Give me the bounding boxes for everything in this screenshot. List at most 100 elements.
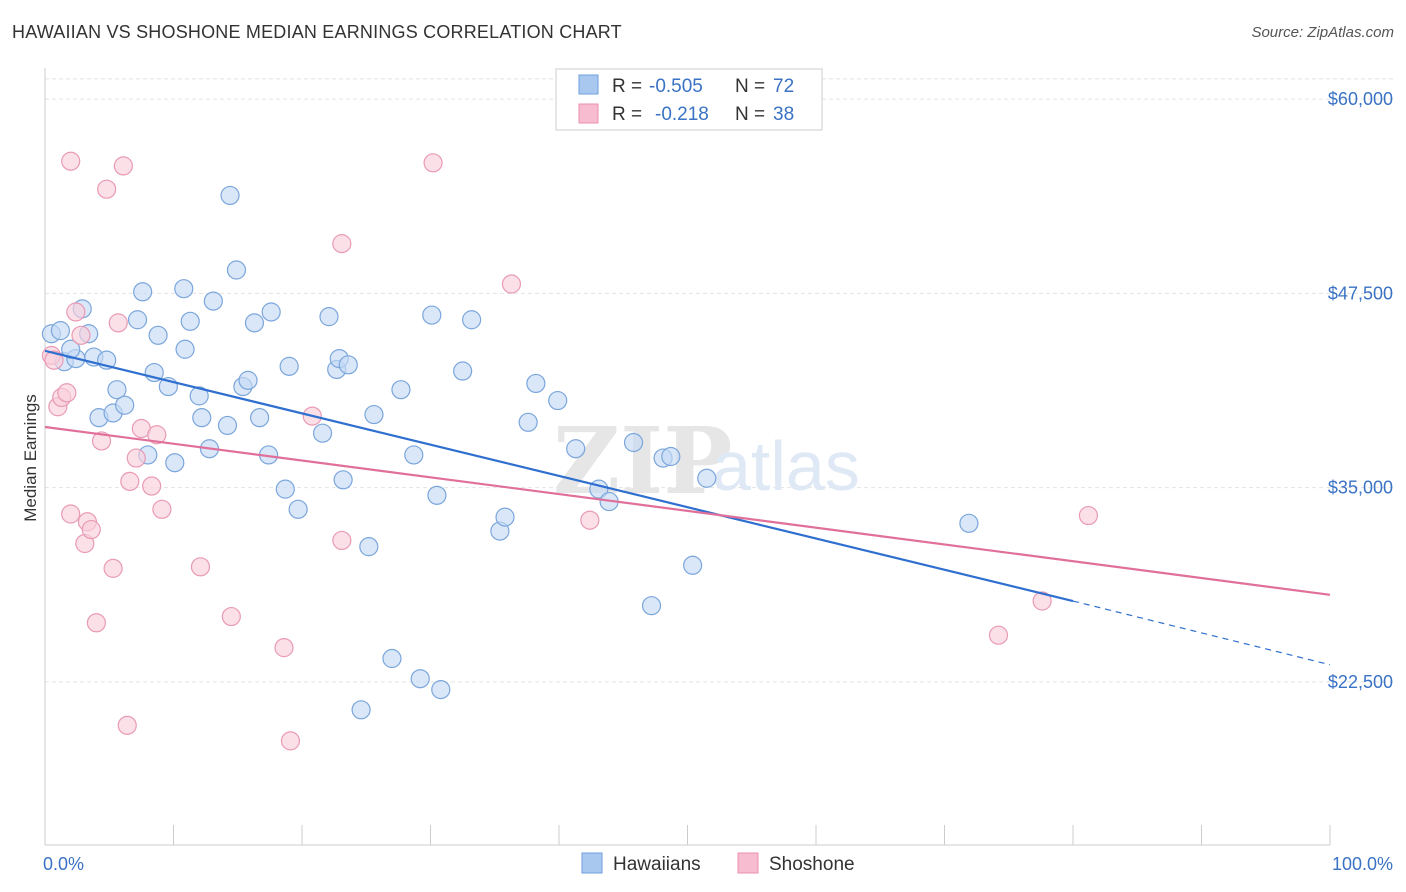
legend-swatch-shoshone [578,103,599,124]
point-shoshone [103,558,123,578]
point-hawaiians [203,291,223,311]
legend: R = -0.505 N = 72 R = -0.218 N = 38 [555,68,823,131]
point-hawaiians [548,390,568,411]
point-shoshone [190,557,211,577]
point-hawaiians [391,380,411,400]
point-shoshone [61,504,81,524]
point-hawaiians [249,408,270,428]
point-hawaiians [404,445,424,465]
point-hawaiians [462,310,482,330]
point-shoshone [142,476,162,496]
trend-line-hawaiians [44,349,1074,603]
point-hawaiians [115,395,135,415]
point-hawaiians [192,408,212,428]
point-hawaiians [623,432,644,453]
point-hawaiians [518,412,538,432]
legend-box [555,68,823,131]
series-legend: Hawaiians Shoshone [581,852,855,875]
point-hawaiians [312,423,333,443]
series-legend-label-hawaiians: Hawaiians [613,854,701,875]
point-hawaiians [364,404,384,425]
point-shoshone [423,153,443,173]
point-hawaiians [566,439,586,459]
point-shoshone [120,471,140,491]
point-shoshone [221,606,241,627]
y-axis-title: Median Earnings [21,394,40,522]
point-hawaiians [333,470,353,490]
y-tick-label: $35,000 [1328,478,1393,498]
point-shoshone [1032,591,1052,611]
point-hawaiians [422,305,442,325]
chart-title: HAWAIIAN VS SHOSHONE MEDIAN EARNINGS COR… [12,22,622,42]
point-shoshone [57,383,77,403]
y-tick-label: $22,500 [1328,672,1393,692]
point-shoshone [988,625,1009,645]
point-shoshone [71,325,91,345]
x-tick-label: 0.0% [43,854,84,874]
x-tick-label: 100.0% [1332,854,1393,874]
point-shoshone [108,313,128,333]
point-hawaiians [175,339,195,359]
point-hawaiians [382,648,402,669]
point-hawaiians [220,185,240,206]
point-hawaiians [165,453,185,473]
point-hawaiians [495,507,515,527]
point-hawaiians [697,468,717,488]
point-shoshone [280,731,301,751]
legend-r-value-shoshone: -0.218 [655,104,709,125]
point-hawaiians [133,282,153,302]
series-legend-swatch-hawaiians [581,852,603,874]
point-hawaiians [50,321,71,341]
legend-n-value-hawaiians: 72 [773,76,794,97]
point-hawaiians [683,555,703,575]
point-hawaiians [338,355,358,375]
legend-swatch-hawaiians [578,74,599,95]
point-hawaiians [127,310,148,330]
legend-r-label-hawaiians: R = [612,76,642,97]
point-hawaiians [351,700,371,720]
point-shoshone [152,499,172,519]
legend-n-label-hawaiians: N = [735,76,765,97]
data-points [41,151,1099,751]
point-hawaiians [275,479,295,499]
point-hawaiians [244,313,265,333]
point-hawaiians [288,499,308,519]
point-hawaiians [238,370,258,390]
point-hawaiians [261,302,281,322]
trend-line-shoshone [44,425,1331,596]
watermark-zip: ZIP [553,407,732,515]
point-hawaiians [641,596,662,616]
point-hawaiians [180,311,200,331]
point-shoshone [117,715,137,735]
point-hawaiians [61,339,81,359]
point-shoshone [147,425,167,445]
point-hawaiians [427,485,447,505]
point-shoshone [91,431,112,451]
point-hawaiians [226,260,247,280]
legend-n-label-shoshone: N = [735,104,765,125]
point-shoshone [501,274,522,294]
point-shoshone [580,510,600,530]
point-shoshone [61,151,81,171]
y-tick-labels: $22,500 $35,000 $47,500 $60,000 [1328,89,1393,692]
point-shoshone [274,638,294,658]
legend-r-label-shoshone: R = [612,104,642,125]
point-shoshone [1078,505,1099,526]
point-hawaiians [174,279,194,299]
series-legend-label-shoshone: Shoshone [769,854,855,875]
point-hawaiians [959,513,979,533]
point-shoshone [126,448,146,468]
source-credit: Source: ZipAtlas.com [1251,24,1394,41]
point-hawaiians [526,373,546,394]
point-hawaiians [319,307,339,327]
point-shoshone [332,530,352,551]
point-hawaiians [359,537,379,557]
point-shoshone [332,234,352,254]
point-hawaiians [107,380,127,400]
axes [44,68,1331,846]
point-hawaiians [189,386,209,406]
y-tick-label: $60,000 [1328,89,1393,109]
point-hawaiians [148,325,168,345]
series-legend-swatch-shoshone [737,852,759,874]
